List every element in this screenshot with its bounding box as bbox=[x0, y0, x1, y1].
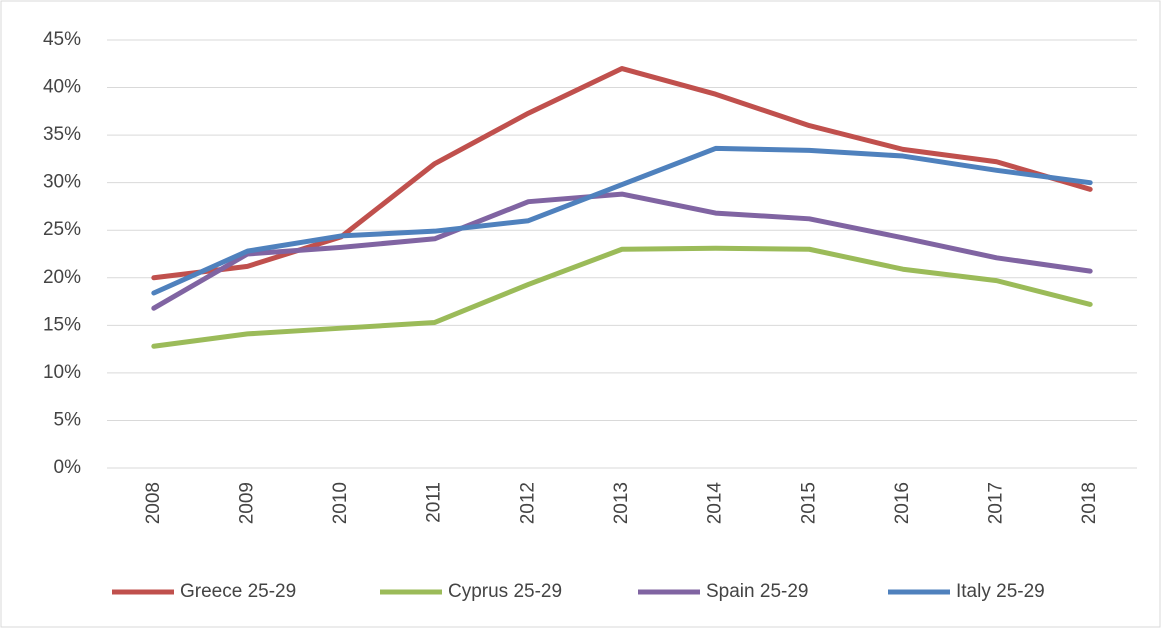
y-tick-label: 35% bbox=[43, 124, 81, 145]
legend-label: Cyprus 25-29 bbox=[448, 581, 562, 602]
y-tick-label: 40% bbox=[43, 77, 81, 98]
y-tick-label: 30% bbox=[43, 172, 81, 193]
x-tick-label: 2009 bbox=[236, 482, 257, 524]
y-tick-label: 10% bbox=[43, 362, 81, 383]
x-tick-label: 2012 bbox=[517, 482, 538, 524]
y-tick-label: 5% bbox=[54, 409, 82, 430]
y-tick-label: 0% bbox=[54, 457, 82, 478]
x-tick-label: 2010 bbox=[330, 482, 351, 524]
series-line bbox=[151, 245, 1093, 349]
x-tick-label: 2011 bbox=[424, 482, 445, 523]
x-tick-label: 2014 bbox=[705, 482, 726, 525]
y-tick-label: 15% bbox=[43, 314, 81, 335]
legend-label: Greece 25-29 bbox=[180, 581, 296, 602]
x-tick-label: 2017 bbox=[986, 482, 1007, 524]
y-tick-label: 25% bbox=[43, 219, 81, 240]
legend-label: Italy 25-29 bbox=[956, 581, 1045, 602]
x-tick-label: 2008 bbox=[143, 482, 164, 524]
x-tick-label: 2013 bbox=[611, 482, 632, 524]
series-line bbox=[151, 145, 1093, 296]
x-tick-label: 2015 bbox=[798, 482, 819, 524]
y-tick-label: 45% bbox=[43, 29, 81, 50]
x-tick-label: 2018 bbox=[1079, 482, 1100, 524]
y-tick-label: 20% bbox=[43, 267, 81, 288]
series-line bbox=[151, 191, 1093, 311]
legend-label: Spain 25-29 bbox=[706, 581, 808, 602]
x-tick-label: 2016 bbox=[892, 482, 913, 524]
series-line bbox=[151, 66, 1093, 281]
